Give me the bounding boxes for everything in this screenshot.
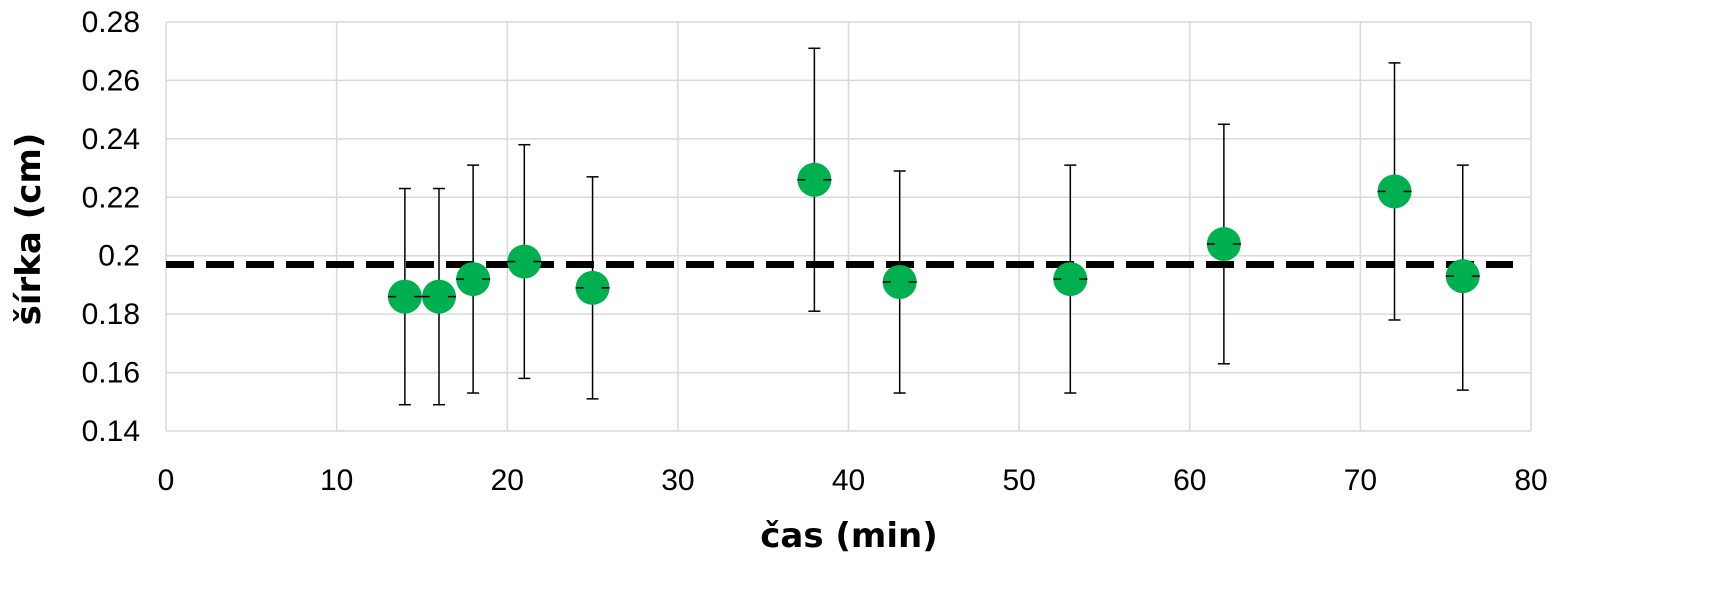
data-point <box>387 279 422 314</box>
x-tick-label: 60 <box>1173 464 1206 497</box>
x-tick-label: 30 <box>661 464 694 497</box>
y-tick-label: 0.18 <box>82 298 140 331</box>
x-tick-label: 10 <box>320 464 353 497</box>
data-point <box>882 265 917 300</box>
grid <box>165 21 1532 432</box>
x-tick-label: 0 <box>158 464 175 497</box>
error-bars <box>398 47 1469 406</box>
y-tick-label: 0.14 <box>82 415 140 448</box>
data-point <box>507 244 542 279</box>
data-point <box>1053 262 1088 297</box>
data-points <box>387 162 1480 314</box>
x-tick-label: 70 <box>1344 464 1377 497</box>
x-tick-label: 40 <box>832 464 865 497</box>
x-tick-label: 20 <box>491 464 524 497</box>
data-point <box>1377 174 1412 209</box>
y-axis-ticks: 0.14 0.16 0.18 0.2 0.22 0.24 0.26 0.28 <box>82 6 140 448</box>
y-tick-label: 0.22 <box>82 181 140 214</box>
x-axis-title: čas (min) <box>760 516 938 556</box>
data-point <box>1445 259 1480 294</box>
data-point <box>575 270 610 305</box>
x-tick-label: 50 <box>1002 464 1035 497</box>
data-point <box>797 162 832 197</box>
x-axis-ticks: 0 10 20 30 40 50 60 70 80 <box>158 464 1548 497</box>
y-tick-label: 0.24 <box>82 123 140 156</box>
data-point <box>1206 227 1241 262</box>
y-axis-title: šírka (cm) <box>9 133 49 326</box>
y-tick-label: 0.28 <box>82 6 140 39</box>
x-tick-label: 80 <box>1514 464 1547 497</box>
y-tick-label: 0.16 <box>82 357 140 390</box>
data-point <box>422 279 456 314</box>
y-tick-label: 0.26 <box>82 64 140 97</box>
y-tick-label: 0.2 <box>98 240 140 273</box>
data-point <box>456 262 491 297</box>
